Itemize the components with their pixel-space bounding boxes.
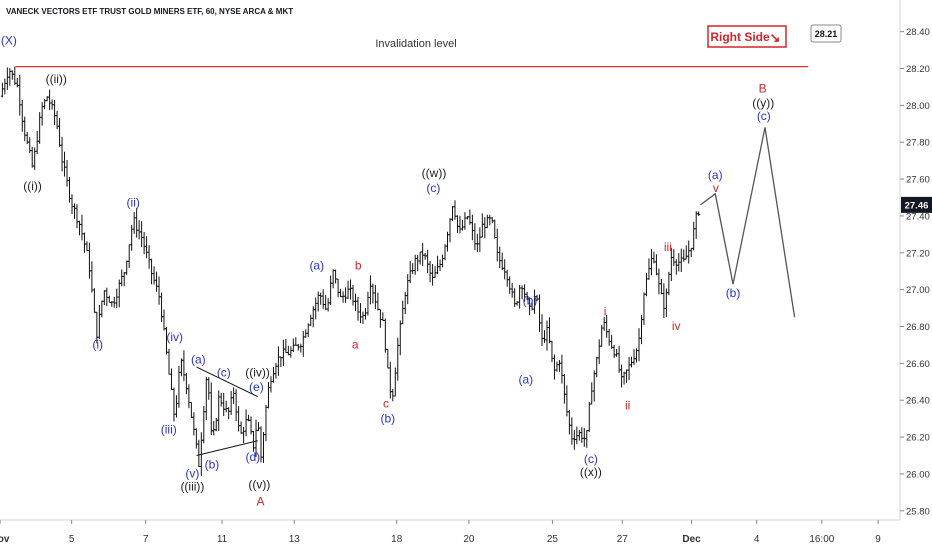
time-tick-label: 20 [463, 534, 475, 545]
wave-label: ((w)) [422, 166, 447, 180]
time-tick-label: 18 [391, 534, 403, 545]
wave-label: (ii) [127, 196, 140, 210]
price-bars [0, 66, 701, 476]
price-tick-label: 26.80 [906, 322, 930, 333]
wave-label: (e) [249, 380, 264, 394]
wave-label: (c) [757, 109, 771, 123]
wave-label: (d) [245, 450, 260, 464]
wave-label: (a) [518, 373, 533, 387]
price-tick-label: 27.60 [906, 175, 930, 186]
time-tick-label: 13 [289, 534, 301, 545]
price-tick-label: 26.20 [906, 433, 930, 444]
projection-path [700, 127, 796, 318]
wave-label: b [355, 258, 362, 272]
time-tick-label: 9 [875, 534, 881, 545]
price-tick-label: 27.00 [906, 285, 930, 296]
right-side-badge: Right Side ↘ [707, 25, 787, 48]
wave-label: (a) [708, 168, 723, 182]
right-side-text: Right Side [710, 30, 770, 44]
wave-label: ((ii)) [46, 72, 67, 86]
time-tick-label: Dec [682, 534, 701, 545]
wave-label: ((y)) [752, 96, 774, 110]
wave-label: a [352, 338, 359, 352]
wave-label: (X) [1, 34, 17, 48]
right-side-badge-box [707, 25, 787, 48]
wave-label: (c) [584, 452, 598, 466]
wave-label: (b) [523, 293, 538, 307]
wave-label: (a) [191, 352, 206, 366]
last-price-label: 27.46 [905, 200, 929, 211]
price-tick-label: 27.20 [906, 248, 930, 259]
price-tick-label: 27.40 [906, 211, 930, 222]
wave-label: ((x)) [580, 465, 602, 479]
time-tick-label: 25 [547, 534, 559, 545]
wave-label: ((i)) [23, 179, 42, 193]
wave-labels: (X)((i))((ii))(i)(ii)(iv)(iii)(a)(c)(b)(… [1, 34, 774, 509]
triangle-top-line [196, 366, 258, 397]
ohlc-bar [697, 211, 701, 217]
wave-label: iv [672, 319, 681, 333]
time-tick-label: 16:00 [809, 534, 834, 545]
overlay-lines [15, 66, 809, 456]
wave-label: ((iv)) [245, 365, 270, 379]
invalidation-label: Invalidation level [375, 38, 456, 50]
triangle-bottom-line [196, 440, 258, 456]
wave-label: v [713, 181, 719, 195]
wave-label: (iv) [166, 330, 183, 344]
wave-label: (a) [309, 258, 324, 272]
price-tick-label: 28.20 [906, 64, 930, 75]
right-side-arrow-icon: ↘ [770, 30, 781, 45]
price-tick-label: 26.00 [906, 469, 930, 480]
price-tick-label: 28.00 [906, 101, 930, 112]
wave-label: ii [625, 398, 630, 412]
wave-label: (i) [92, 338, 103, 352]
wave-label: (b) [205, 457, 220, 471]
price-tick-label: 28.40 [906, 27, 930, 38]
price-tick-label: 27.80 [906, 138, 930, 149]
time-tick-label: 4 [754, 534, 760, 545]
wave-label: iii [664, 240, 672, 254]
level-callout: 28.21 [810, 24, 842, 43]
wave-label: ((v)) [248, 478, 270, 492]
chart-title: VANECK VECTORS ETF TRUST GOLD MINERS ETF… [6, 7, 293, 16]
wave-label: (b) [380, 411, 395, 425]
wave-label: (b) [726, 286, 741, 300]
level-callout-text: 28.21 [815, 29, 838, 39]
time-tick-label: Nov [0, 534, 10, 545]
wave-label: ((iii)) [180, 480, 204, 494]
price-tick-label: 26.60 [906, 359, 930, 370]
wave-label: i [604, 304, 607, 318]
price-tick-label: 25.80 [906, 506, 930, 517]
wave-label: B [759, 81, 767, 95]
wave-label: (iii) [161, 422, 177, 436]
time-tick-label: 7 [143, 534, 149, 545]
last-price-badge [901, 196, 932, 213]
wave-label: (c) [217, 365, 231, 379]
wave-label: (v) [185, 467, 199, 481]
time-tick-label: 27 [617, 534, 629, 545]
wave-label: A [257, 494, 265, 508]
level-callout-box [810, 24, 842, 43]
wave-label: (c) [426, 181, 440, 195]
wave-label: c [383, 397, 389, 411]
time-tick-label: 5 [69, 534, 75, 545]
time-tick-label: 11 [217, 534, 228, 545]
price-tick-label: 26.40 [906, 396, 930, 407]
